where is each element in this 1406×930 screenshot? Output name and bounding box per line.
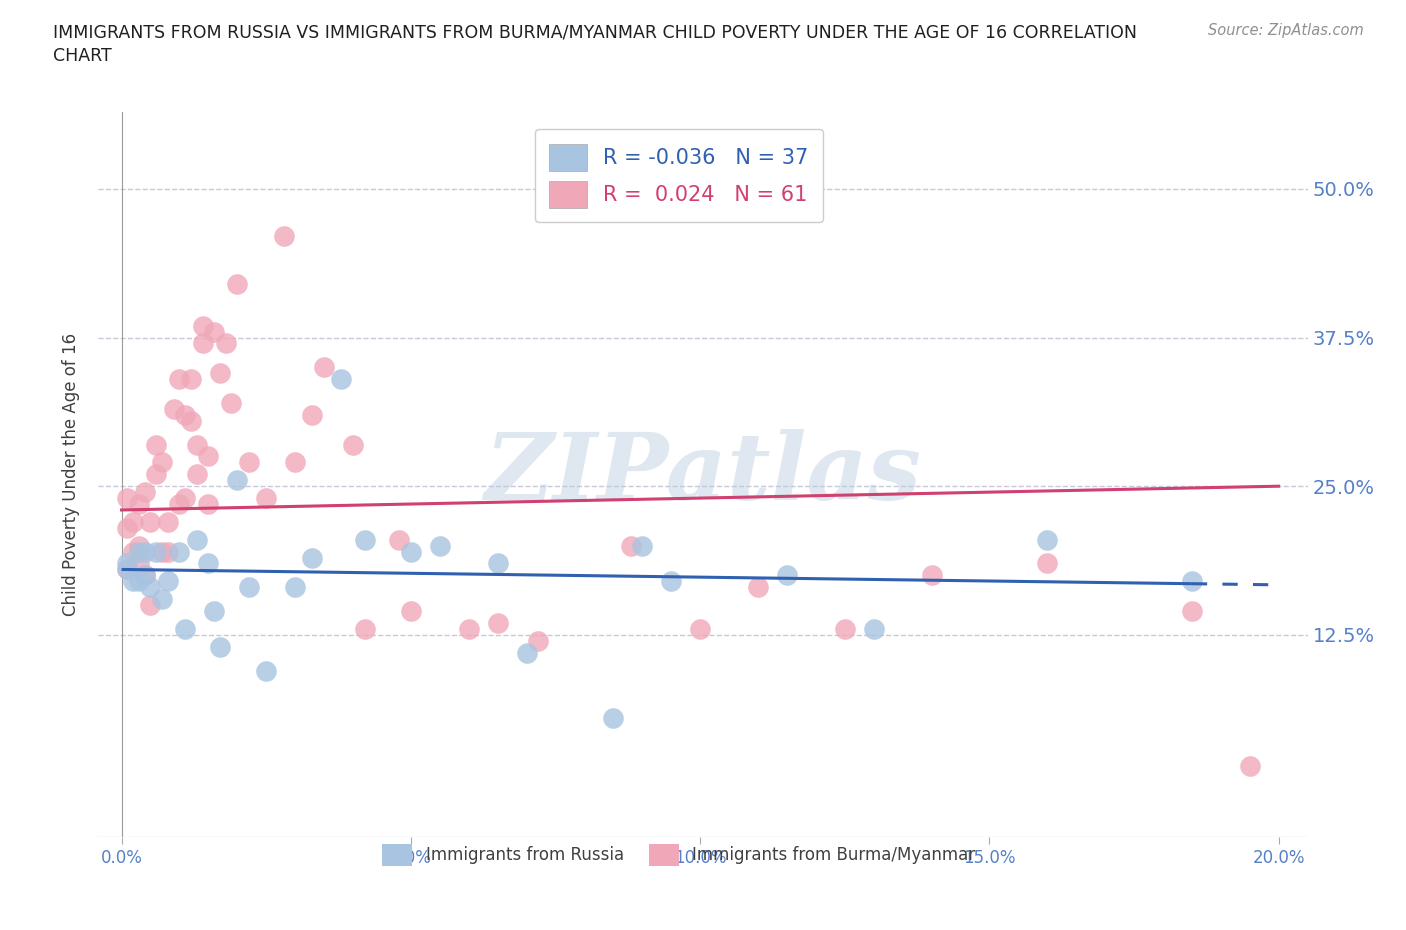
Y-axis label: Child Poverty Under the Age of 16: Child Poverty Under the Age of 16	[62, 333, 80, 616]
Point	[180, 372, 202, 387]
Point	[128, 574, 150, 589]
Point	[117, 491, 139, 506]
Text: ZIPatlas: ZIPatlas	[485, 430, 921, 519]
Point	[515, 645, 537, 660]
Point	[208, 639, 231, 654]
Point	[353, 532, 375, 547]
Point	[197, 497, 219, 512]
Point	[202, 604, 225, 618]
Point	[134, 544, 156, 559]
Point	[122, 574, 145, 589]
Point	[186, 437, 208, 452]
Point	[150, 544, 173, 559]
Point	[312, 360, 335, 375]
Point	[776, 568, 799, 583]
Point	[862, 621, 884, 636]
Point	[486, 556, 509, 571]
Point	[689, 621, 711, 636]
Point	[215, 336, 238, 351]
Point	[342, 437, 364, 452]
Point	[180, 413, 202, 428]
Point	[139, 579, 162, 594]
Point	[117, 556, 139, 571]
Point	[1036, 532, 1059, 547]
Point	[191, 318, 214, 333]
Point	[1181, 574, 1204, 589]
Point	[631, 538, 654, 553]
Point	[388, 532, 411, 547]
Point	[134, 485, 156, 499]
Point	[128, 556, 150, 571]
Point	[117, 521, 139, 536]
Point	[301, 407, 323, 422]
Point	[134, 568, 156, 583]
Point	[145, 467, 167, 482]
Point	[197, 449, 219, 464]
Point	[208, 365, 231, 380]
Point	[399, 604, 422, 618]
Point	[128, 538, 150, 553]
Point	[429, 538, 451, 553]
Point	[186, 532, 208, 547]
Point	[620, 538, 643, 553]
Point	[128, 544, 150, 559]
Point	[169, 497, 191, 512]
Point	[486, 616, 509, 631]
Point	[330, 372, 353, 387]
Point	[921, 568, 943, 583]
Point	[1036, 556, 1059, 571]
Point	[353, 621, 375, 636]
Point	[162, 402, 184, 417]
Point	[156, 544, 179, 559]
Point	[226, 276, 249, 291]
Point	[150, 591, 173, 606]
Point	[191, 336, 214, 351]
Point	[226, 472, 249, 487]
Point	[659, 574, 682, 589]
Point	[301, 551, 323, 565]
Point	[174, 491, 197, 506]
Point	[747, 579, 769, 594]
Point	[117, 562, 139, 577]
Point	[145, 437, 167, 452]
Point	[156, 574, 179, 589]
Text: Source: ZipAtlas.com: Source: ZipAtlas.com	[1208, 23, 1364, 38]
Point	[238, 579, 260, 594]
Point	[169, 544, 191, 559]
Point	[174, 621, 197, 636]
Point	[122, 514, 145, 529]
Point	[602, 711, 624, 725]
Point	[197, 556, 219, 571]
Text: IMMIGRANTS FROM RUSSIA VS IMMIGRANTS FROM BURMA/MYANMAR CHILD POVERTY UNDER THE : IMMIGRANTS FROM RUSSIA VS IMMIGRANTS FRO…	[53, 23, 1137, 65]
Point	[527, 633, 550, 648]
Point	[134, 568, 156, 583]
Point	[221, 395, 243, 410]
Legend: Immigrants from Russia, Immigrants from Burma/Myanmar: Immigrants from Russia, Immigrants from …	[375, 837, 981, 872]
Point	[457, 621, 479, 636]
Point	[834, 621, 856, 636]
Point	[150, 455, 173, 470]
Point	[254, 663, 277, 678]
Point	[117, 562, 139, 577]
Point	[139, 598, 162, 613]
Point	[1181, 604, 1204, 618]
Point	[186, 467, 208, 482]
Point	[254, 491, 277, 506]
Point	[284, 455, 307, 470]
Point	[1239, 758, 1261, 773]
Point	[169, 372, 191, 387]
Point	[202, 325, 225, 339]
Point	[156, 514, 179, 529]
Point	[122, 544, 145, 559]
Point	[273, 229, 295, 244]
Point	[284, 579, 307, 594]
Point	[139, 514, 162, 529]
Point	[174, 407, 197, 422]
Point	[145, 544, 167, 559]
Point	[128, 497, 150, 512]
Point	[399, 544, 422, 559]
Point	[238, 455, 260, 470]
